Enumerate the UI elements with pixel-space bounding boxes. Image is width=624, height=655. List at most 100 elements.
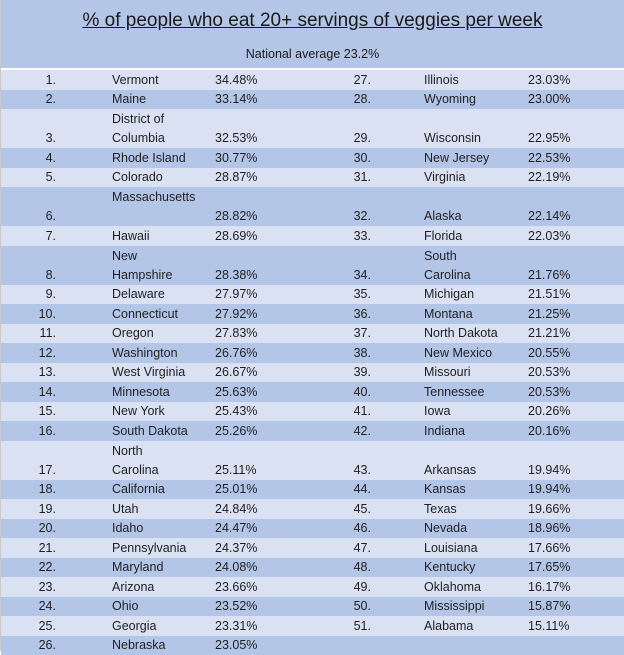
rank-cell: 44. xyxy=(316,482,371,496)
percent-cell: 28.82% xyxy=(215,209,257,223)
state-cell: North xyxy=(112,444,143,458)
rank-cell: 49. xyxy=(316,580,371,594)
state-cell: Oregon xyxy=(112,326,154,340)
percent-cell: 21.25% xyxy=(528,307,570,321)
state-cell: Minnesota xyxy=(112,385,170,399)
percent-cell: 22.03% xyxy=(528,229,570,243)
rank-cell: 46. xyxy=(316,521,371,535)
percent-cell: 28.38% xyxy=(215,268,257,282)
percent-cell: 26.67% xyxy=(215,365,257,379)
rank-cell: 1. xyxy=(1,73,56,87)
rank-cell: 12. xyxy=(1,346,56,360)
rank-cell: 38. xyxy=(316,346,371,360)
rank-cell: 43. xyxy=(316,463,371,477)
state-cell: Louisiana xyxy=(424,541,478,555)
page-title: % of people who eat 20+ servings of vegg… xyxy=(1,10,624,32)
rank-cell: 26. xyxy=(1,638,56,652)
state-cell: Illinois xyxy=(424,73,459,87)
state-cell: New Jersey xyxy=(424,151,489,165)
percent-cell: 19.94% xyxy=(528,463,570,477)
percent-cell: 25.43% xyxy=(215,404,257,418)
rank-cell: 40. xyxy=(316,385,371,399)
percent-cell: 32.53% xyxy=(215,131,257,145)
rank-cell: 7. xyxy=(1,229,56,243)
title-band: % of people who eat 20+ servings of vegg… xyxy=(1,0,624,68)
rank-cell: 9. xyxy=(1,287,56,301)
state-cell: North Dakota xyxy=(424,326,498,340)
percent-cell: 18.96% xyxy=(528,521,570,535)
state-cell: West Virginia xyxy=(112,365,185,379)
percent-cell: 23.66% xyxy=(215,580,257,594)
state-cell: Carolina xyxy=(112,463,159,477)
state-cell: Utah xyxy=(112,502,138,516)
percent-cell: 20.55% xyxy=(528,346,570,360)
state-cell: Nebraska xyxy=(112,638,166,652)
percent-cell: 22.14% xyxy=(528,209,570,223)
percent-cell: 19.94% xyxy=(528,482,570,496)
rank-cell: 50. xyxy=(316,599,371,613)
state-cell: Pennsylvania xyxy=(112,541,186,555)
percent-cell: 15.11% xyxy=(528,619,569,633)
percent-cell: 23.52% xyxy=(215,599,257,613)
rank-cell: 31. xyxy=(316,170,371,184)
state-cell: Arkansas xyxy=(424,463,476,477)
percent-cell: 19.66% xyxy=(528,502,570,516)
rank-cell: 8. xyxy=(1,268,56,282)
state-cell: Michigan xyxy=(424,287,474,301)
percent-cell: 20.53% xyxy=(528,385,570,399)
state-cell: Carolina xyxy=(424,268,471,282)
percent-cell: 24.47% xyxy=(215,521,257,535)
rank-cell: 10. xyxy=(1,307,56,321)
state-cell: South xyxy=(424,249,457,263)
percent-cell: 30.77% xyxy=(215,151,257,165)
percent-cell: 22.19% xyxy=(528,170,570,184)
percent-cell: 24.37% xyxy=(215,541,257,555)
rank-cell: 51. xyxy=(316,619,371,633)
state-cell: Maryland xyxy=(112,560,163,574)
state-cell: Rhode Island xyxy=(112,151,186,165)
percent-cell: 24.08% xyxy=(215,560,257,574)
state-cell: Hampshire xyxy=(112,268,172,282)
rank-cell: 30. xyxy=(316,151,371,165)
rank-cell: 32. xyxy=(316,209,371,223)
rank-cell: 27. xyxy=(316,73,371,87)
state-cell: Maine xyxy=(112,92,146,106)
percent-cell: 26.76% xyxy=(215,346,257,360)
percent-cell: 28.87% xyxy=(215,170,257,184)
state-cell: Iowa xyxy=(424,404,450,418)
rank-cell: 35. xyxy=(316,287,371,301)
percent-cell: 23.00% xyxy=(528,92,570,106)
percent-cell: 20.26% xyxy=(528,404,570,418)
rank-cell: 36. xyxy=(316,307,371,321)
state-cell: Indiana xyxy=(424,424,465,438)
rank-cell: 24. xyxy=(1,599,56,613)
percent-cell: 22.95% xyxy=(528,131,570,145)
rank-cell: 45. xyxy=(316,502,371,516)
state-cell: Columbia xyxy=(112,131,165,145)
national-average-note: National average 23.2% xyxy=(1,47,624,61)
state-cell: Massachusetts xyxy=(112,190,195,204)
state-cell: Oklahoma xyxy=(424,580,481,594)
rank-cell: 3. xyxy=(1,131,56,145)
state-cell: District of xyxy=(112,112,164,126)
state-cell: Connecticut xyxy=(112,307,178,321)
rank-cell: 4. xyxy=(1,151,56,165)
